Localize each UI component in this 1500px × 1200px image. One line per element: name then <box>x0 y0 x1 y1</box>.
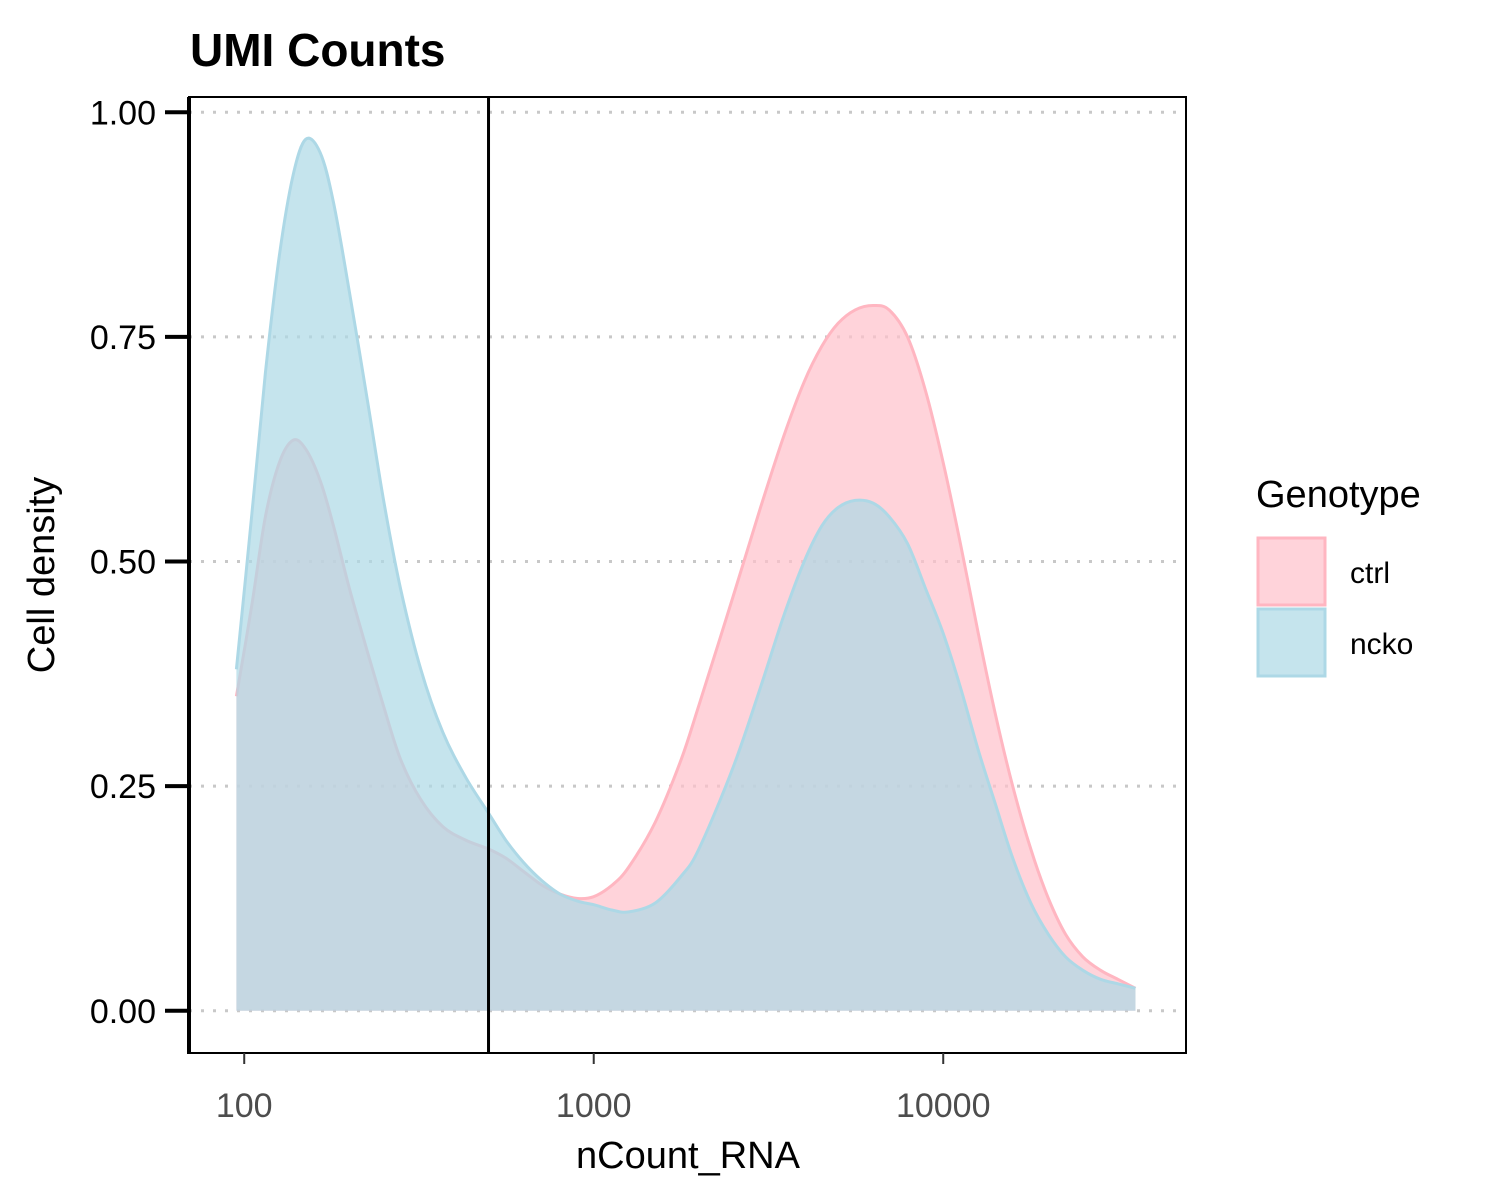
y-tick-label-3: 0.75 <box>90 319 156 357</box>
legend-key-ctrl <box>1256 536 1327 607</box>
y-tick-label-0: 0.00 <box>90 993 156 1031</box>
x-tick-label-1: 1000 <box>556 1087 632 1125</box>
y-tick-label-2: 0.50 <box>90 544 156 582</box>
density-areas <box>234 136 1137 1011</box>
x-axis-title: nCount_RNA <box>576 1135 801 1177</box>
y-tick-label-1: 0.25 <box>90 768 156 806</box>
density-area-ncko <box>236 138 1136 1011</box>
y-tick-label-4: 1.00 <box>90 94 156 132</box>
axes: 0.00 0.25 0.50 0.75 1.00 100 1000 10000 <box>90 94 991 1125</box>
x-tick-label-2: 10000 <box>896 1087 991 1125</box>
legend: Genotype ctrl ncko <box>1256 474 1421 678</box>
legend-label-ncko: ncko <box>1350 628 1413 661</box>
chart-title: UMI Counts <box>190 24 446 76</box>
legend-title: Genotype <box>1256 474 1421 516</box>
x-tick-label-0: 100 <box>216 1087 273 1125</box>
y-axis-title: Cell density <box>21 477 63 673</box>
legend-key-ncko <box>1256 607 1327 678</box>
legend-label-ctrl: ctrl <box>1350 557 1390 590</box>
density-line-ncko <box>234 136 1136 990</box>
